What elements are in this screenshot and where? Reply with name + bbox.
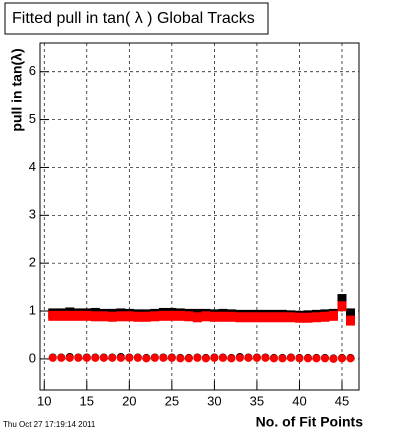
- marker: [201, 311, 211, 322]
- marker: [218, 353, 227, 362]
- marker: [244, 353, 253, 362]
- marker: [337, 294, 347, 305]
- marker: [150, 311, 160, 322]
- marker: [116, 311, 126, 322]
- marker: [99, 311, 109, 322]
- x-tick-label: 20: [122, 393, 136, 408]
- timestamp: Thu Oct 27 17:19:14 2011: [3, 420, 96, 429]
- marker: [235, 312, 245, 323]
- marker: [142, 354, 151, 363]
- marker: [158, 310, 168, 321]
- marker: [193, 353, 202, 362]
- marker: [243, 312, 253, 323]
- x-axis-label: No. of Fit Points: [256, 414, 364, 430]
- x-tick-label: 10: [37, 393, 51, 408]
- marker: [286, 312, 296, 323]
- marker: [82, 353, 91, 362]
- marker: [294, 312, 304, 323]
- marker: [329, 354, 338, 363]
- y-tick-label: 3: [29, 207, 36, 222]
- chart-title: Fitted pull in tan( λ ) Global Tracks: [12, 10, 255, 27]
- marker: [295, 354, 304, 363]
- marker: [184, 311, 194, 322]
- marker: [277, 312, 287, 323]
- x-tick-label: 40: [292, 393, 306, 408]
- plot-frame: [39, 42, 360, 391]
- y-tick-label: 4: [29, 159, 36, 174]
- y-tick-label: 5: [29, 111, 36, 126]
- marker: [218, 311, 228, 322]
- marker: [345, 308, 355, 319]
- marker: [65, 310, 75, 321]
- marker: [90, 311, 100, 322]
- marker: [226, 311, 236, 322]
- y-axis-label: pull in tan(λ): [9, 48, 25, 131]
- marker: [91, 353, 100, 362]
- marker: [141, 311, 151, 322]
- marker: [125, 353, 134, 362]
- x-tick-label: 35: [250, 393, 264, 408]
- x-tick-label: 30: [207, 393, 221, 408]
- x-tick-label: 25: [165, 393, 179, 408]
- marker: [57, 353, 66, 362]
- marker: [312, 354, 321, 363]
- marker: [150, 353, 159, 362]
- marker: [235, 353, 244, 362]
- marker: [201, 354, 210, 363]
- marker: [99, 353, 108, 362]
- marker: [116, 353, 125, 362]
- marker: [48, 353, 57, 362]
- marker: [192, 312, 202, 323]
- y-tick-label: 1: [29, 302, 36, 317]
- marker: [260, 312, 270, 323]
- marker: [108, 353, 117, 362]
- marker: [159, 353, 168, 362]
- marker: [346, 354, 355, 363]
- marker: [311, 312, 321, 323]
- marker: [133, 311, 143, 322]
- marker: [56, 310, 66, 321]
- marker: [303, 354, 312, 363]
- marker: [261, 353, 270, 362]
- marker: [82, 310, 92, 321]
- marker: [252, 353, 261, 362]
- marker: [286, 353, 295, 362]
- marker: [167, 353, 176, 362]
- marker: [210, 353, 219, 362]
- marker: [320, 311, 330, 322]
- marker: [74, 353, 83, 362]
- marker: [320, 354, 329, 363]
- marker: [337, 354, 346, 363]
- marker: [328, 310, 338, 321]
- x-tick-label: 15: [80, 393, 94, 408]
- marker: [133, 353, 142, 362]
- marker: [252, 312, 262, 323]
- marker: [278, 354, 287, 363]
- marker: [209, 311, 219, 322]
- y-tick-label: 6: [29, 63, 36, 78]
- marker: [107, 311, 117, 322]
- marker: [167, 310, 177, 321]
- marker: [345, 315, 355, 326]
- marker: [124, 311, 134, 322]
- marker: [337, 301, 347, 312]
- marker: [73, 310, 83, 321]
- marker: [269, 312, 279, 323]
- marker: [184, 354, 193, 363]
- marker: [175, 310, 185, 321]
- marker: [227, 354, 236, 363]
- x-tick-label: 45: [335, 393, 349, 408]
- marker: [48, 310, 58, 321]
- y-tick-label: 0: [29, 350, 36, 365]
- marker: [303, 312, 313, 323]
- marker: [269, 354, 278, 363]
- title-box: [4, 2, 269, 35]
- marker: [65, 353, 74, 362]
- y-tick-label: 2: [29, 255, 36, 270]
- marker: [176, 354, 185, 363]
